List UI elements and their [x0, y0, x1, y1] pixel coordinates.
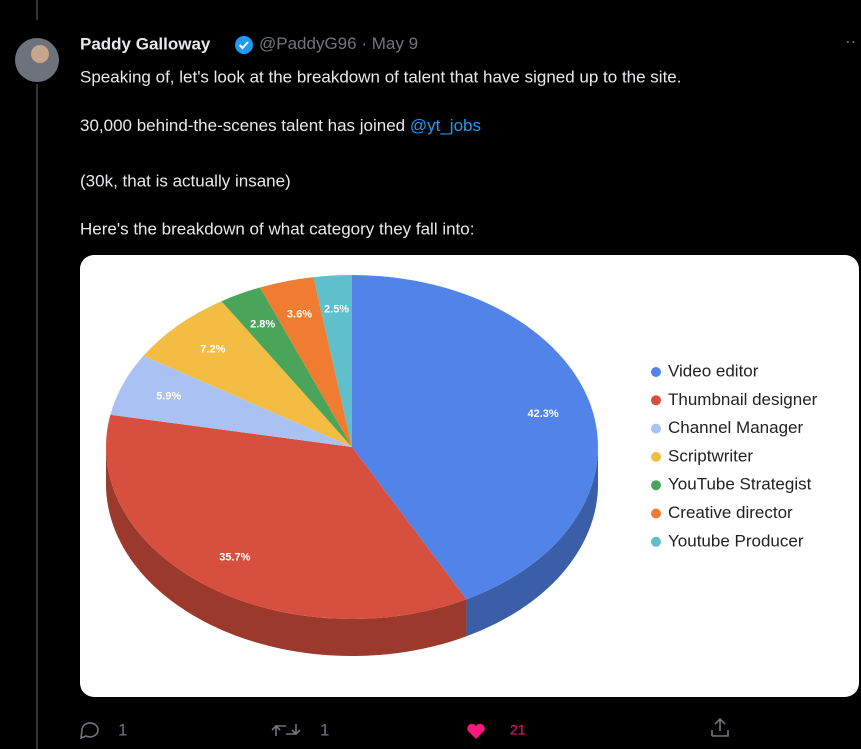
data-label: 7.2% [200, 344, 225, 356]
like-button[interactable]: 21 [467, 722, 526, 739]
mention[interactable]: @yt_jobs [410, 116, 481, 135]
legend-label: Youtube Producer [668, 531, 804, 550]
slice-side-shade [106, 447, 467, 656]
legend-label: Channel Manager [668, 418, 803, 437]
retweet-count: 1 [320, 720, 329, 739]
slice [313, 275, 352, 447]
tweet-text: 30,000 behind-the-scenes talent has join… [80, 116, 481, 135]
pie-chart: 42.3% 35.7% 5.9% 7.2% 2.8% 3.6% 2.5% Video edit… [106, 275, 818, 656]
avatar-face [31, 45, 49, 63]
reply-count: 1 [118, 720, 127, 739]
separator: · [361, 34, 367, 53]
legend-swatch [651, 367, 661, 377]
data-label: 2.5% [324, 304, 349, 316]
verified-badge [235, 36, 253, 54]
legend-swatch [651, 536, 661, 547]
slice-side [466, 447, 598, 637]
tweet-text: Here's the breakdown of what category th… [80, 219, 474, 238]
legend-label: Creative director [668, 503, 793, 522]
text: 30,000 behind-the-scenes talent has join… [80, 116, 410, 135]
data-label: 42.3% [527, 408, 558, 420]
legend-swatch [651, 395, 661, 406]
slice [260, 277, 352, 447]
slice-side [106, 447, 467, 656]
slice [110, 355, 353, 447]
tweet-text: Speaking of, let's look at the breakdown… [80, 67, 681, 86]
date[interactable]: May 9 [372, 34, 418, 53]
legend-swatch [651, 423, 661, 434]
legend-swatch [651, 480, 661, 491]
tweet-text: (30k, that is actually insane) [80, 171, 291, 190]
legend-label: YouTube Strategist [668, 475, 812, 494]
tweet-meta: @PaddyG96 · May 9 [259, 34, 418, 53]
slice [143, 301, 352, 447]
like-count: 21 [510, 722, 526, 738]
legend-swatch [651, 508, 661, 519]
slice [106, 414, 467, 619]
legend-label: Scriptwriter [668, 446, 753, 465]
reply-button[interactable]: 1 [80, 720, 127, 739]
data-label: 5.9% [156, 391, 181, 403]
legend-label: Video editor [668, 361, 759, 380]
slice-side-shade [466, 447, 598, 637]
data-label: 3.6% [287, 308, 312, 320]
slice [352, 275, 598, 600]
more-icon[interactable]: ·· [845, 31, 856, 50]
retweet-button[interactable]: 1 [271, 720, 329, 739]
slice [221, 287, 352, 447]
data-label: 2.8% [250, 318, 275, 330]
legend-label: Thumbnail designer [668, 390, 818, 409]
share-button[interactable] [711, 717, 729, 737]
handle[interactable]: @PaddyG96 [259, 34, 357, 53]
legend-swatch [651, 451, 661, 462]
data-label: 35.7% [219, 551, 250, 563]
author-name[interactable]: Paddy Galloway [80, 34, 211, 53]
